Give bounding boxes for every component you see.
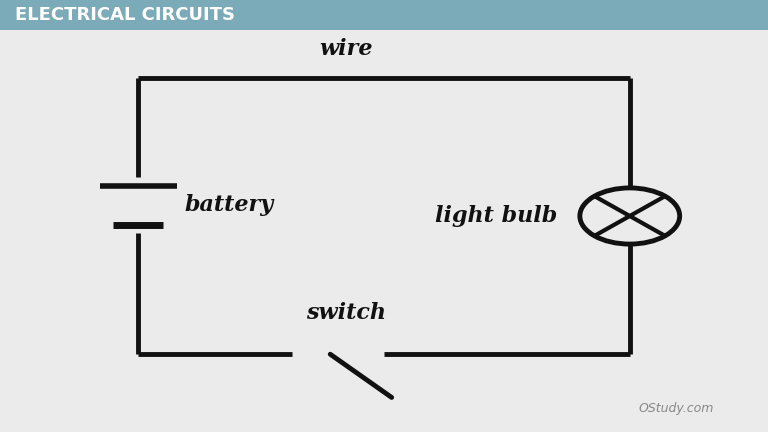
Circle shape — [580, 188, 680, 244]
Text: ELECTRICAL CIRCUITS: ELECTRICAL CIRCUITS — [15, 6, 235, 24]
Text: wire: wire — [319, 38, 372, 60]
Text: battery: battery — [184, 194, 273, 216]
FancyBboxPatch shape — [0, 0, 768, 30]
Text: switch: switch — [306, 302, 386, 324]
Text: light bulb: light bulb — [435, 205, 557, 227]
Text: OStudy.com: OStudy.com — [638, 402, 713, 415]
